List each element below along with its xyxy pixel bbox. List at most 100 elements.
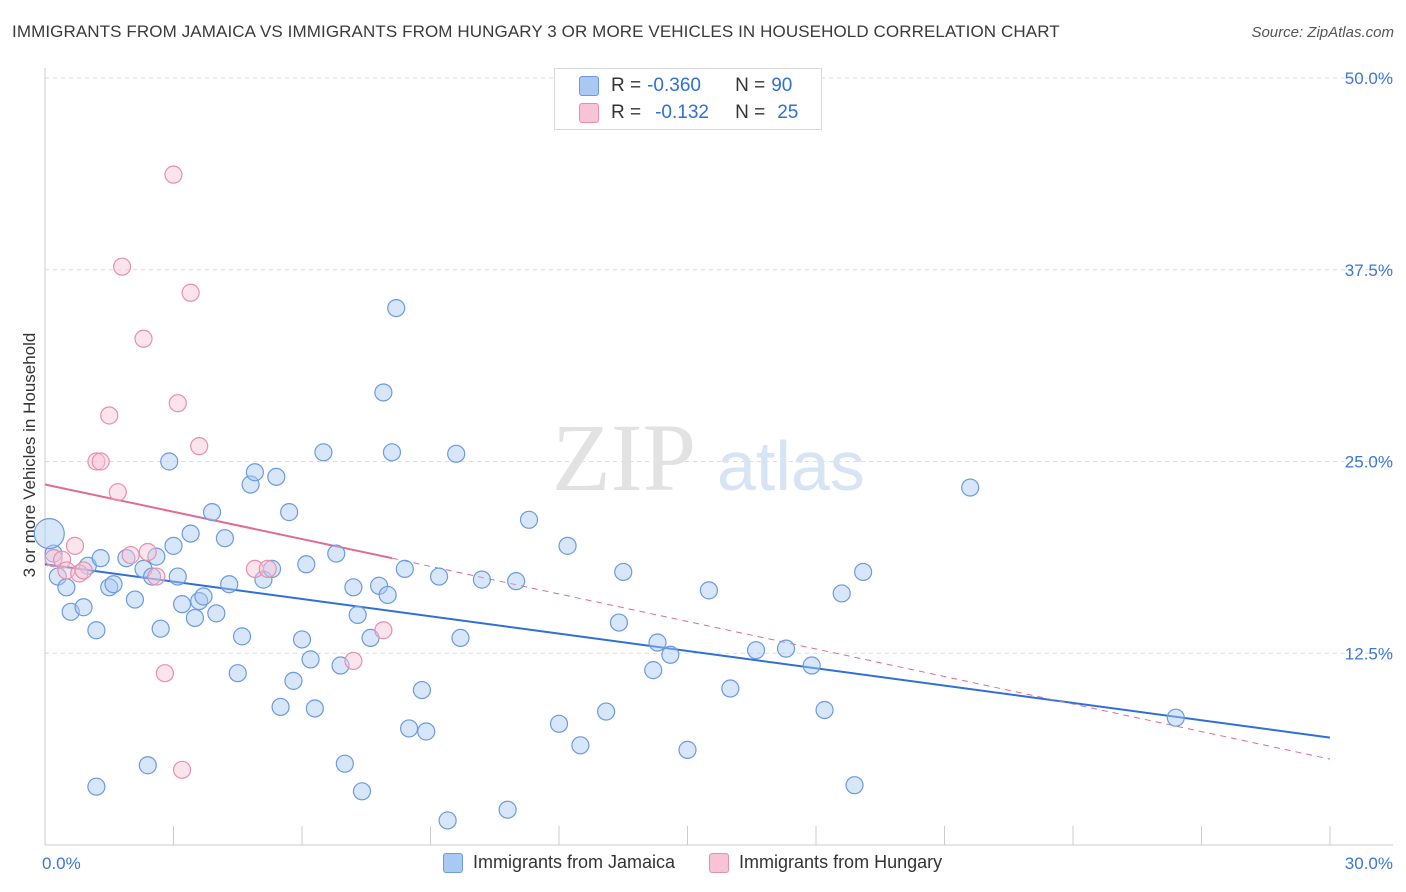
point-jamaica — [194, 587, 213, 606]
point-jamaica — [297, 555, 316, 574]
point-jamaica — [699, 581, 719, 600]
point-hungary — [87, 452, 106, 471]
point-jamaica — [164, 536, 183, 555]
point-jamaica — [614, 562, 633, 582]
point-jamaica — [138, 756, 157, 775]
point-jamaica — [104, 575, 123, 594]
point-jamaica — [815, 700, 834, 720]
y-tick-label: 25.0% — [1345, 453, 1393, 472]
point-jamaica — [232, 627, 252, 646]
trend-line-jamaica — [44, 563, 1331, 739]
trend-line-hungary-extension — [391, 557, 1331, 760]
point-hungary — [172, 760, 192, 779]
point-jamaica — [832, 584, 851, 603]
point-jamaica — [57, 578, 76, 597]
point-jamaica — [87, 621, 106, 640]
watermark-zip: ZIP — [552, 404, 696, 511]
point-jamaica — [609, 613, 629, 632]
stats-r-value: -0.132 — [655, 102, 709, 123]
point-jamaica — [202, 503, 222, 522]
point-hungary — [134, 329, 153, 348]
point-jamaica — [644, 661, 663, 680]
point-jamaica — [558, 536, 577, 555]
point-jamaica — [220, 575, 239, 594]
point-hungary — [100, 406, 119, 425]
point-jamaica — [417, 722, 436, 741]
point-jamaica — [451, 628, 470, 648]
series-legend: Immigrants from Jamaica Immigrants from … — [443, 852, 942, 873]
point-jamaica — [597, 702, 616, 721]
point-jamaica — [185, 608, 205, 628]
point-hungary — [74, 561, 93, 580]
point-jamaica — [661, 645, 680, 664]
point-jamaica — [327, 544, 346, 563]
point-hungary — [258, 559, 277, 578]
point-jamaica — [776, 639, 796, 658]
point-jamaica — [721, 679, 740, 698]
x-tick-label: 0.0% — [42, 854, 81, 873]
axes — [44, 68, 1393, 846]
point-jamaica — [280, 503, 299, 522]
point-hungary — [65, 536, 85, 555]
point-jamaica — [228, 664, 247, 683]
point-hungary — [181, 283, 200, 302]
point-hungary — [168, 394, 187, 413]
point-hungary — [155, 664, 175, 683]
y-tick-label: 37.5% — [1345, 261, 1393, 280]
point-jamaica — [271, 697, 290, 717]
point-jamaica — [961, 478, 980, 497]
point-hungary — [53, 550, 72, 569]
stats-swatch-hungary — [579, 103, 599, 123]
point-jamaica — [648, 633, 667, 652]
point-hungary — [245, 559, 264, 578]
point-jamaica — [172, 595, 192, 614]
data-points — [33, 165, 1185, 830]
point-jamaica — [352, 782, 372, 801]
point-jamaica — [802, 656, 821, 675]
legend-item-jamaica[interactable]: Immigrants from Jamaica — [443, 852, 675, 873]
point-jamaica — [33, 517, 65, 550]
point-hungary — [147, 567, 166, 586]
legend-label-hungary: Immigrants from Hungary — [739, 852, 943, 872]
stats-r-value: -0.360 — [647, 75, 701, 96]
legend-item-hungary[interactable]: Immigrants from Hungary — [709, 852, 942, 873]
point-jamaica — [245, 463, 264, 482]
stats-n-label: N = — [735, 75, 766, 96]
point-jamaica — [87, 777, 106, 796]
point-hungary — [374, 621, 393, 640]
watermark-atlas: atlas — [717, 427, 865, 505]
point-hungary — [344, 651, 363, 671]
point-hungary — [190, 437, 209, 456]
point-jamaica — [215, 529, 234, 548]
point-hungary — [112, 257, 132, 276]
point-jamaica — [168, 567, 187, 586]
point-jamaica — [854, 562, 873, 582]
point-jamaica — [399, 719, 419, 738]
point-jamaica — [267, 467, 286, 486]
point-jamaica — [160, 452, 179, 471]
point-jamaica — [571, 736, 590, 755]
point-jamaica — [91, 549, 110, 568]
y-tick-label: 12.5% — [1345, 644, 1393, 663]
point-jamaica — [374, 383, 393, 402]
point-jamaica — [301, 650, 320, 669]
point-hungary — [164, 165, 183, 184]
legend-label-jamaica: Immigrants from Jamaica — [473, 852, 676, 872]
point-jamaica — [387, 299, 406, 318]
point-hungary — [121, 545, 140, 565]
point-jamaica — [845, 776, 864, 795]
chart-source: Source: ZipAtlas.com — [1251, 24, 1394, 41]
chart-title: IMMIGRANTS FROM JAMAICA VS IMMIGRANTS FR… — [12, 22, 1060, 41]
legend-swatch-jamaica — [443, 852, 463, 873]
point-jamaica — [292, 630, 312, 649]
stats-n-value: 25 — [777, 102, 799, 123]
point-jamaica — [447, 444, 466, 463]
point-jamaica — [1166, 708, 1185, 727]
point-jamaica — [412, 680, 432, 700]
point-jamaica — [678, 740, 697, 759]
point-jamaica — [207, 604, 226, 623]
point-hungary — [91, 452, 110, 471]
stats-swatch-jamaica — [579, 76, 599, 96]
y-tick-label: 50.0% — [1345, 69, 1393, 88]
